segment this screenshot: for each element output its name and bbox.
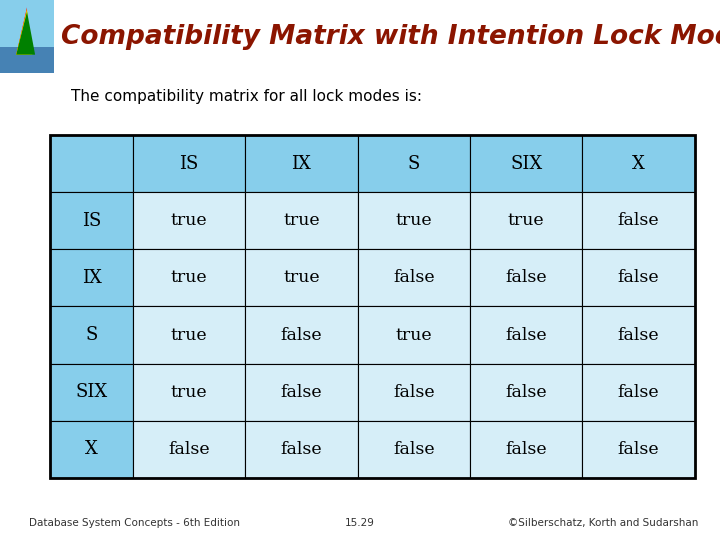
Bar — [358, 135, 470, 192]
Bar — [50, 135, 695, 478]
Bar — [50, 249, 132, 306]
Bar — [582, 192, 695, 249]
Text: true: true — [171, 384, 207, 401]
Bar — [246, 421, 358, 478]
Bar — [132, 249, 246, 306]
Bar — [470, 306, 582, 363]
Polygon shape — [16, 10, 32, 55]
Bar — [358, 306, 470, 363]
Bar — [582, 363, 695, 421]
Bar — [470, 192, 582, 249]
Bar — [0, 48, 54, 73]
Bar — [470, 135, 582, 192]
Bar — [50, 192, 132, 249]
Text: false: false — [505, 327, 547, 343]
Bar — [358, 192, 470, 249]
Text: The compatibility matrix for all lock modes is:: The compatibility matrix for all lock mo… — [71, 89, 422, 104]
Bar — [246, 192, 358, 249]
Text: false: false — [618, 384, 660, 401]
Bar — [132, 306, 246, 363]
Text: Database System Concepts - 6th Edition: Database System Concepts - 6th Edition — [29, 518, 240, 528]
Text: false: false — [393, 269, 435, 286]
Bar — [246, 363, 358, 421]
Bar — [470, 249, 582, 306]
Bar — [582, 306, 695, 363]
Text: true: true — [508, 212, 544, 229]
Bar — [50, 421, 132, 478]
Polygon shape — [16, 7, 27, 55]
Text: false: false — [618, 441, 660, 458]
Bar — [50, 135, 132, 192]
Text: X: X — [632, 154, 645, 173]
Bar — [246, 249, 358, 306]
Text: false: false — [618, 327, 660, 343]
Bar — [582, 421, 695, 478]
Bar — [246, 306, 358, 363]
Polygon shape — [16, 9, 30, 55]
Text: ©Silberschatz, Korth and Sudarshan: ©Silberschatz, Korth and Sudarshan — [508, 518, 698, 528]
Bar — [470, 363, 582, 421]
Text: false: false — [505, 441, 547, 458]
Text: IX: IX — [292, 154, 311, 173]
Text: 15.29: 15.29 — [345, 518, 375, 528]
Text: IS: IS — [179, 154, 199, 173]
Bar — [358, 363, 470, 421]
Text: SIX: SIX — [510, 154, 542, 173]
Text: true: true — [171, 212, 207, 229]
Text: S: S — [86, 326, 98, 344]
Text: IX: IX — [81, 269, 102, 287]
Bar — [582, 249, 695, 306]
Bar — [582, 135, 695, 192]
Bar — [246, 135, 358, 192]
Text: Compatibility Matrix with Intention Lock Modes: Compatibility Matrix with Intention Lock… — [61, 24, 720, 50]
Text: X: X — [85, 440, 98, 458]
Bar — [0, 0, 54, 51]
Text: false: false — [393, 384, 435, 401]
Text: false: false — [505, 384, 547, 401]
Text: S: S — [408, 154, 420, 173]
Text: true: true — [171, 269, 207, 286]
Text: false: false — [281, 441, 323, 458]
Bar — [358, 421, 470, 478]
Text: false: false — [281, 384, 323, 401]
Bar — [132, 192, 246, 249]
Bar — [50, 363, 132, 421]
Text: true: true — [283, 269, 320, 286]
Text: true: true — [171, 327, 207, 343]
Text: IS: IS — [82, 212, 102, 230]
Text: false: false — [281, 327, 323, 343]
Text: false: false — [618, 269, 660, 286]
Bar — [132, 135, 246, 192]
Text: true: true — [395, 327, 432, 343]
Text: false: false — [393, 441, 435, 458]
Text: false: false — [168, 441, 210, 458]
Text: SIX: SIX — [76, 383, 108, 401]
Polygon shape — [16, 12, 35, 55]
Bar — [132, 421, 246, 478]
Text: false: false — [618, 212, 660, 229]
Text: true: true — [283, 212, 320, 229]
Bar — [132, 363, 246, 421]
Bar — [50, 306, 132, 363]
Bar — [470, 421, 582, 478]
Bar — [358, 249, 470, 306]
Text: false: false — [505, 269, 547, 286]
Text: true: true — [395, 212, 432, 229]
